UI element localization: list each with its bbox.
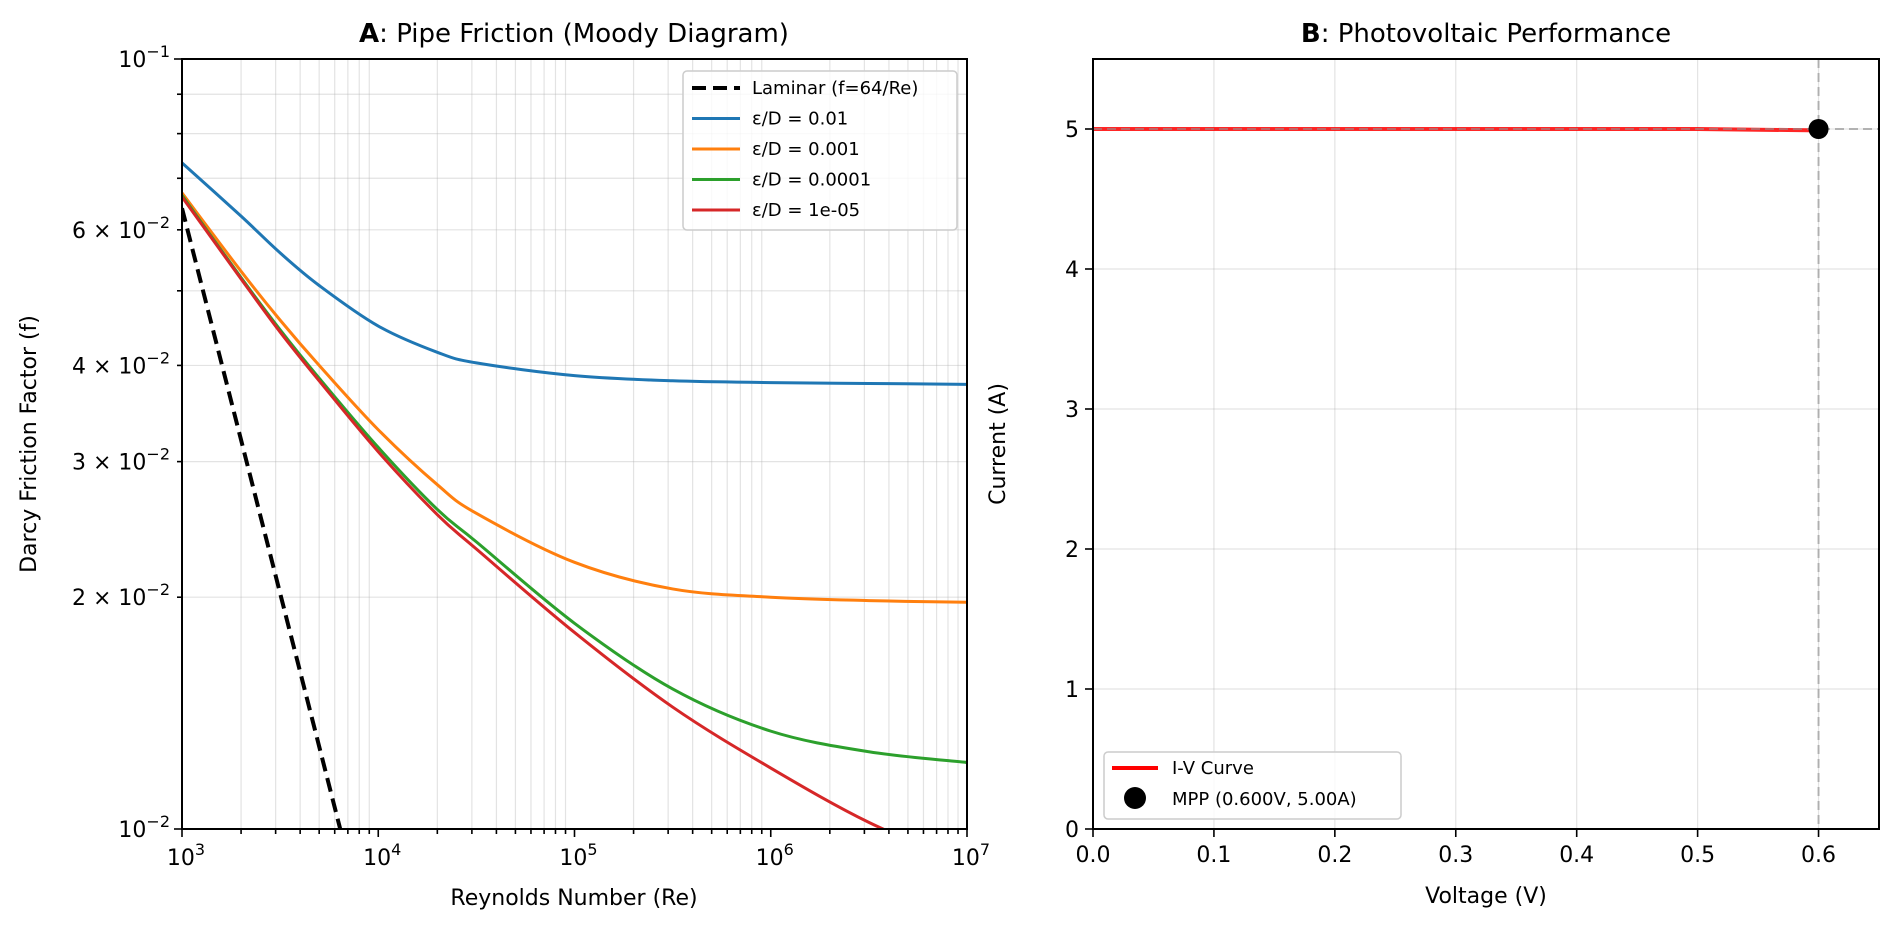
laminar-line	[182, 207, 343, 829]
mpp-marker	[1808, 119, 1829, 139]
plot-frame	[1092, 58, 1880, 830]
y-tick-label: 10−1	[118, 42, 170, 73]
tick-base: 6 × 10	[72, 219, 146, 244]
title-text: : Pipe Friction (Moody Diagram)	[379, 19, 789, 49]
x-tick-label: 103	[167, 840, 205, 871]
tick-exponent: −2	[146, 812, 170, 831]
x-tick-label: 0.4	[1559, 843, 1594, 868]
x-tick-label: 0.6	[1801, 843, 1836, 868]
legend-label: I-V Curve	[1172, 758, 1254, 779]
y-axis-label: Darcy Friction Factor (f)	[17, 315, 42, 573]
legend: Laminar (f=64/Re) ε/D = 0.01 ε/D = 0.001 ε/…	[682, 70, 958, 231]
title-text: : Photovoltaic Performance	[1321, 19, 1671, 49]
curves	[182, 161, 967, 829]
tick-base: 4 × 10	[72, 354, 146, 379]
panel-b-photovoltaic: 0.0 0.1 0.2 0.3 0.4 0.5 0.6 0 1 2 3 4 5 B: Photovolt…	[986, 19, 1880, 909]
y-tick-label: 2	[1065, 538, 1079, 563]
tick-base: 3 × 10	[72, 451, 146, 476]
y-tick-label: 1	[1065, 678, 1079, 703]
tick-exponent: −1	[146, 42, 170, 61]
legend-label: ε/D = 0.01	[752, 109, 848, 130]
tick-exponent: −2	[146, 580, 170, 599]
y-tick-label: 5	[1065, 118, 1079, 143]
legend-frame	[682, 70, 958, 231]
tick-exponent: 5	[587, 840, 597, 859]
x-tick-label: 0.1	[1196, 843, 1231, 868]
roughness-curve	[182, 192, 967, 604]
y-tick-label: 4 × 10−2	[72, 348, 170, 379]
x-tick-label: 0.3	[1438, 843, 1473, 868]
y-tick-label: 10−2	[118, 812, 170, 843]
chart-title: B: Photovoltaic Performance	[1301, 19, 1671, 49]
tick-exponent: −2	[146, 445, 170, 464]
ticks: 0.0 0.1 0.2 0.3 0.4 0.5 0.6 0 1 2 3 4 5	[1065, 118, 1836, 868]
tick-exponent: 7	[980, 840, 990, 859]
tick-exponent: 6	[784, 840, 794, 859]
x-tick-label: 0.2	[1317, 843, 1352, 868]
chart-title: A: Pipe Friction (Moody Diagram)	[359, 19, 789, 49]
roughness-curve	[182, 196, 887, 829]
y-tick-label: 4	[1065, 258, 1079, 283]
x-axis-label: Voltage (V)	[1425, 884, 1547, 909]
tick-base: 10	[118, 818, 146, 843]
y-tick-label: 0	[1065, 818, 1079, 843]
reference-lines	[1093, 59, 1879, 829]
legend-label: Laminar (f=64/Re)	[752, 78, 918, 99]
tick-base: 10	[363, 846, 391, 871]
tick-exponent: −2	[146, 348, 170, 367]
x-axis-label: Reynolds Number (Re)	[450, 886, 697, 911]
tick-base: 10	[167, 846, 195, 871]
x-tick-label: 106	[756, 840, 794, 871]
tick-exponent: 4	[391, 840, 401, 859]
title-letter: A	[359, 19, 379, 49]
tick-base: 2 × 10	[72, 586, 146, 611]
legend: I-V Curve MPP (0.600V, 5.00A)	[1103, 751, 1402, 820]
legend-label: MPP (0.600V, 5.00A)	[1172, 789, 1357, 810]
y-tick-label: 3 × 10−2	[72, 445, 170, 476]
y-tick-label: 6 × 10−2	[72, 213, 170, 244]
legend-label: ε/D = 0.0001	[752, 170, 871, 191]
legend-frame	[1103, 751, 1402, 820]
x-tick-label: 104	[363, 840, 401, 871]
y-axis-label: Current (A)	[986, 383, 1011, 505]
y-tick-label: 3	[1065, 398, 1079, 423]
y-tick-label: 2 × 10−2	[72, 580, 170, 611]
legend-label: ε/D = 0.001	[752, 139, 860, 160]
roughness-curve	[182, 161, 967, 386]
x-tick-label: 107	[952, 840, 990, 871]
x-tick-label: 0.5	[1680, 843, 1715, 868]
x-tick-label: 105	[559, 840, 597, 871]
title-letter: B	[1301, 19, 1321, 49]
tick-base: 10	[756, 846, 784, 871]
grid	[1092, 59, 1879, 830]
tick-base: 10	[952, 846, 980, 871]
tick-base: 10	[118, 48, 146, 73]
tick-exponent: 3	[195, 840, 205, 859]
legend-label: ε/D = 1e-05	[752, 200, 860, 221]
x-tick-label: 0.0	[1076, 843, 1111, 868]
legend-marker	[1124, 787, 1146, 809]
tick-exponent: −2	[146, 213, 170, 232]
tick-base: 10	[559, 846, 587, 871]
curves	[1093, 119, 1829, 139]
